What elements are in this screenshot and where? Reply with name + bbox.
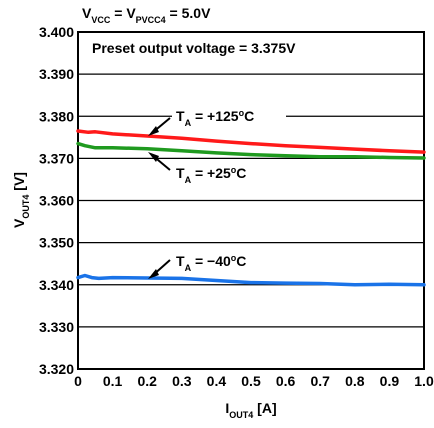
x-tick-label: 1.0 (414, 373, 434, 389)
y-tick-label: 3.330 (39, 319, 74, 335)
y-tick-label: 3.370 (39, 150, 74, 166)
y-tick-label: 3.320 (39, 361, 74, 377)
x-tick-label: 0.8 (345, 373, 365, 389)
annotation-box-125 (172, 105, 286, 127)
y-tick-label: 3.380 (39, 108, 74, 124)
x-tick-label: 0.4 (207, 373, 227, 389)
x-tick-label: 0 (74, 373, 82, 389)
series-line-1 (76, 141, 426, 160)
y-axis-label: VOUT4 [V] (11, 172, 31, 228)
preset-output-voltage-note: Preset output voltage = 3.375V (92, 40, 296, 56)
annotation-box-minus40 (172, 250, 278, 272)
annotation-ta-25c: TA = +25oC (176, 165, 246, 185)
y-tick-label: 3.360 (39, 193, 74, 209)
x-tick-label: 0.9 (380, 373, 400, 389)
x-tick-label: 0.1 (103, 373, 123, 389)
chart-title: VVCC = VPVCC4 = 5.0V (82, 5, 211, 25)
series-line-2 (76, 273, 426, 287)
annotation-box-25 (172, 162, 278, 184)
y-tick-label: 3.350 (39, 235, 74, 251)
x-tick-label: 0.7 (310, 373, 330, 389)
series-lines (76, 129, 426, 287)
series-line-0 (76, 129, 426, 154)
y-tick-label: 3.340 (39, 277, 74, 293)
annotation-arrow-minus40 (148, 259, 171, 279)
annotation-arrow-25 (148, 152, 171, 171)
x-tick-label: 0.5 (241, 373, 261, 389)
annotation-arrow-125 (148, 117, 171, 136)
preset-note-box (86, 36, 342, 60)
y-tick-label: 3.390 (39, 66, 74, 82)
y-tick-labels: 3.400 3.390 3.380 3.370 3.360 3.350 3.340 3.330… (39, 24, 74, 377)
x-axis-label: IOUT4 [A] (225, 400, 276, 420)
x-tick-labels: 0 0.1 0.2 0.3 0.4 0.5 0.6 0.7 0.8 0.9 1.0 (74, 373, 434, 389)
annotation-ta-125c: TA = +125oC (176, 108, 254, 128)
annotation-ta-minus40c: TA = −40oC (176, 253, 246, 273)
x-tick-label: 0.2 (137, 373, 157, 389)
x-tick-label: 0.6 (276, 373, 296, 389)
y-tick-label: 3.400 (39, 24, 74, 40)
x-tick-label: 0.3 (172, 373, 192, 389)
